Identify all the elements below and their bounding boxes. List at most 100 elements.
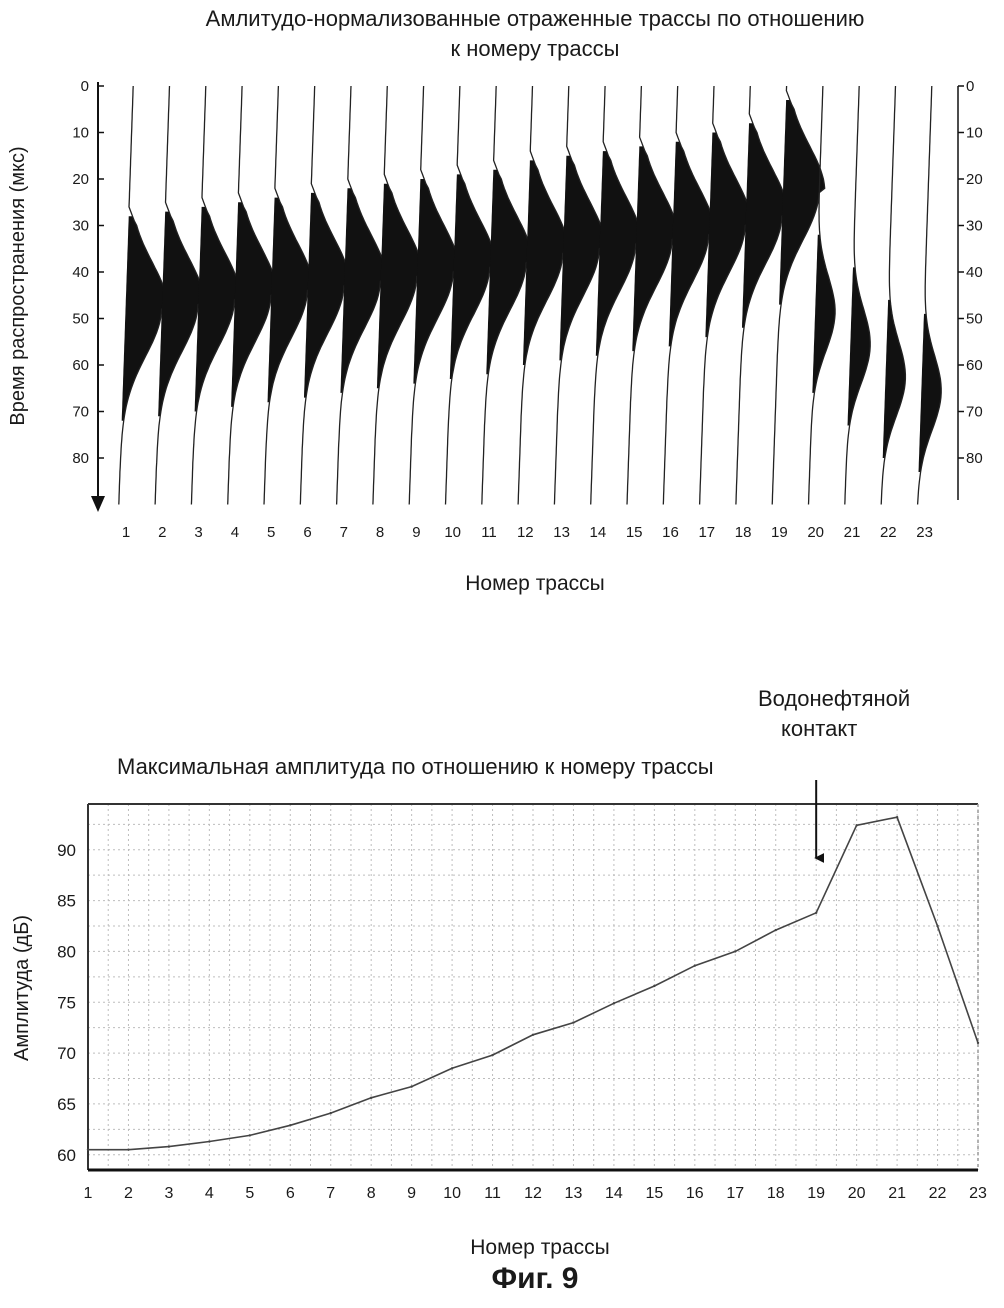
trace-10 <box>446 86 496 505</box>
trace-11 <box>482 86 532 505</box>
bottom-x-tick-label: 14 <box>605 1185 623 1202</box>
top-x-tick-label: 4 <box>231 524 239 541</box>
bottom-x-tick-label: 5 <box>245 1185 254 1202</box>
bottom-y-tick-label: 80 <box>57 942 76 961</box>
bottom-line-chart: Амплитуда (дБ) Номер трассы 606570758085… <box>0 780 1004 1260</box>
series-point <box>127 1148 129 1150</box>
top-right-y-tick-label: 50 <box>966 311 983 328</box>
top-right-y-tick-label: 80 <box>966 450 983 467</box>
bottom-y-tick-label: 75 <box>57 993 76 1012</box>
bottom-x-tick-label: 10 <box>443 1185 461 1202</box>
bottom-x-tick-label: 21 <box>888 1185 906 1202</box>
top-x-tick-label: 5 <box>267 524 275 541</box>
top-x-tick-label: 17 <box>698 524 715 541</box>
bottom-chart-title: Максимальная амплитуда по отношению к но… <box>117 754 714 780</box>
top-x-tick-label: 1 <box>122 524 130 541</box>
trace-1 <box>119 86 168 505</box>
bottom-y-axis-label: Амплитуда (дБ) <box>11 915 33 1061</box>
annotation-label-line2: контакт <box>781 716 857 742</box>
trace-15 <box>627 86 678 505</box>
bottom-x-axis-label: Номер трассы <box>470 1236 610 1259</box>
series-point <box>491 1054 493 1056</box>
bottom-x-tick-label: 20 <box>848 1185 866 1202</box>
top-y-tick-label: 70 <box>72 404 89 421</box>
series-point <box>694 964 696 966</box>
bottom-x-tick-label: 2 <box>124 1185 133 1202</box>
top-x-tick-label: 16 <box>662 524 679 541</box>
top-x-tick-label: 9 <box>412 524 420 541</box>
bottom-x-tick-label: 12 <box>524 1185 542 1202</box>
bottom-y-tick-label: 60 <box>57 1146 76 1165</box>
annotation-label-line1: Водонефтяной <box>758 686 910 712</box>
series-point <box>532 1034 534 1036</box>
top-right-y-tick-label: 30 <box>966 218 983 235</box>
bottom-x-tick-label: 8 <box>367 1185 376 1202</box>
series-point <box>734 950 736 952</box>
series-point <box>168 1145 170 1147</box>
top-y-axis-label: Время распространения (мкс) <box>7 146 29 425</box>
top-x-tick-label: 7 <box>340 524 348 541</box>
top-x-tick-label: 22 <box>880 524 897 541</box>
top-x-tick-label: 12 <box>517 524 534 541</box>
series-point <box>87 1148 89 1150</box>
series-point <box>613 1002 615 1004</box>
top-y-tick-label: 30 <box>72 218 89 235</box>
top-x-tick-label: 10 <box>444 524 461 541</box>
series-point <box>815 912 817 914</box>
top-x-tick-label: 15 <box>626 524 643 541</box>
trace-14 <box>591 86 642 505</box>
series-point <box>977 1042 979 1044</box>
bottom-x-tick-label: 6 <box>286 1185 295 1202</box>
top-x-tick-label: 23 <box>916 524 933 541</box>
series-point <box>451 1067 453 1069</box>
top-y-tick-label: 60 <box>72 357 89 374</box>
series-point <box>936 925 938 927</box>
trace-13 <box>554 86 605 505</box>
trace-12 <box>518 86 568 505</box>
bottom-x-tick-label: 4 <box>205 1185 214 1202</box>
series-point <box>330 1112 332 1114</box>
top-x-tick-label: 13 <box>553 524 570 541</box>
bottom-x-tick-label: 9 <box>407 1185 416 1202</box>
trace-21 <box>845 86 870 505</box>
series-point <box>775 929 777 931</box>
trace-7 <box>337 86 386 505</box>
bottom-x-tick-label: 18 <box>767 1185 785 1202</box>
top-y-tick-label: 40 <box>72 264 89 281</box>
trace-4 <box>228 86 277 505</box>
trace-8 <box>373 86 423 505</box>
top-right-y-tick-label: 60 <box>966 357 983 374</box>
trace-20 <box>809 86 836 505</box>
bottom-x-tick-label: 11 <box>484 1185 501 1202</box>
bottom-x-tick-label: 23 <box>969 1185 987 1202</box>
top-y-tick-label: 80 <box>72 450 89 467</box>
top-x-tick-label: 14 <box>590 524 607 541</box>
bottom-x-tick-label: 7 <box>326 1185 335 1202</box>
bottom-x-tick-label: 1 <box>84 1185 93 1202</box>
top-x-tick-label: 18 <box>735 524 752 541</box>
top-x-tick-label: 3 <box>194 524 202 541</box>
top-y-axis-arrow <box>91 496 105 512</box>
top-y-tick-label: 20 <box>72 171 89 188</box>
trace-6 <box>300 86 349 505</box>
top-x-axis-label: Номер трассы <box>465 572 605 595</box>
bottom-x-tick-label: 22 <box>929 1185 947 1202</box>
top-right-y-tick-label: 0 <box>966 78 974 95</box>
trace-5 <box>264 86 313 505</box>
top-x-tick-label: 19 <box>771 524 788 541</box>
top-x-tick-label: 11 <box>481 524 497 541</box>
bottom-x-tick-label: 13 <box>565 1185 583 1202</box>
bottom-y-tick-label: 70 <box>57 1044 76 1063</box>
series-point <box>653 985 655 987</box>
series-point <box>249 1134 251 1136</box>
bottom-x-tick-label: 16 <box>686 1185 704 1202</box>
top-right-y-tick-label: 10 <box>966 125 983 142</box>
top-x-tick-label: 21 <box>844 524 861 541</box>
bottom-x-tick-label: 3 <box>164 1185 173 1202</box>
bottom-x-tick-label: 19 <box>807 1185 825 1202</box>
bottom-y-tick-label: 90 <box>57 841 76 860</box>
series-point <box>855 824 857 826</box>
top-x-tick-label: 6 <box>303 524 311 541</box>
trace-22 <box>881 86 905 505</box>
trace-23 <box>918 86 942 505</box>
